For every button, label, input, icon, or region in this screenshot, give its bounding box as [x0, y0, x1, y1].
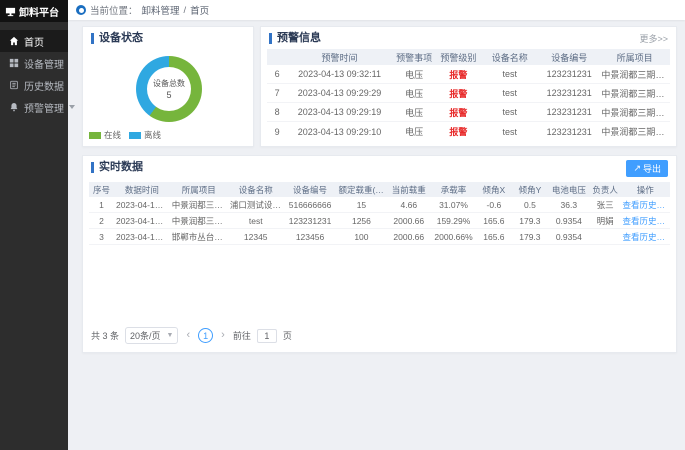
table-row: 3 2023-04-12 19... 邯郸市丛台区... 12345 12345… [89, 229, 670, 245]
col-warning-item: 预警事项 [396, 52, 433, 63]
sidebar: 卸料平台 首页 设备管理 历史数据 预警管理 [0, 0, 75, 450]
sidebar-item-warnings[interactable]: 预警管理 [0, 96, 75, 118]
home-icon [9, 36, 19, 46]
device-status-donut: 设备总数 5 [136, 56, 202, 122]
realtime-data-header: 实时数据 [83, 156, 676, 178]
bell-icon [10, 103, 18, 112]
legend-swatch-online [89, 131, 101, 139]
device-status-header: 设备状态 [83, 27, 253, 49]
chevron-down-icon [69, 105, 75, 109]
table-row: 9 2023-04-13 09:29:10 电压 报警 test 1232312… [274, 126, 670, 138]
realtime-table-header: 序号 数据时间 所属项目 设备名称 设备编号 额定载重(kg) 当前载重 承载率… [89, 182, 670, 197]
sidebar-item-label: 设备管理 [24, 59, 64, 71]
sidebar-item-label: 预警管理 [24, 103, 64, 115]
col-tilt-y: 倾角Y [518, 184, 542, 195]
goto-page-input[interactable] [256, 328, 277, 343]
export-label: 导出 [642, 164, 661, 174]
donut-center-label: 设备总数 [153, 79, 185, 88]
view-history-link[interactable]: 查看历史数据 [622, 215, 670, 226]
alarm-badge: 报警 [449, 127, 468, 137]
page-number-current[interactable]: 1 [198, 328, 214, 343]
table-row: 6 2023-04-13 09:32:11 电压 报警 test 1232312… [267, 65, 670, 84]
breadcrumb-section[interactable]: 卸料管理 [141, 6, 180, 17]
col-device-no: 设备编号 [551, 52, 588, 63]
realtime-data-panel: 实时数据 ↗ 导出 序号 数据时间 所属项目 设备名称 设备编号 额定载重(kg… [82, 155, 677, 353]
col-device-name: 设备名称 [238, 184, 273, 195]
col-current-load: 当前载重 [391, 184, 426, 195]
grid-icon [9, 58, 19, 68]
prev-page-button[interactable]: ‹ [186, 329, 191, 341]
realtime-table: 序号 数据时间 所属项目 设备名称 设备编号 额定载重(kg) 当前载重 承载率… [83, 182, 676, 245]
table-row: 2 2023-04-12 19... 中景润都三期8... test 12323… [89, 213, 670, 229]
col-rated-load: 额定载重(kg) [338, 184, 387, 195]
document-icon [10, 80, 18, 90]
legend-label: 在线 [104, 130, 122, 140]
table-row: 8 2023-04-13 09:29:19 电压 报警 test 1232312… [267, 103, 670, 122]
col-project: 所属项目 [616, 52, 653, 63]
donut-center-value: 5 [166, 90, 172, 100]
col-device-name: 设备名称 [491, 52, 528, 63]
legend-item-online: 在线 [89, 129, 121, 141]
panel-title: 设备状态 [91, 32, 143, 44]
table-row: 1 2023-04-12 18... 中景润都三期8... 浦口测试设备1 51… [89, 197, 670, 213]
device-status-panel: 设备状态 设备总数 5 在线 离线 [82, 26, 254, 147]
warning-table-header: 预警时间 预警事项 预警级别 设备名称 设备编号 所属项目 [267, 49, 670, 65]
export-icon: ↗ [633, 163, 641, 173]
sidebar-item-label: 首页 [24, 37, 44, 49]
col-warning-time: 预警时间 [321, 52, 358, 63]
alarm-badge: 报警 [449, 88, 468, 99]
col-index: 序号 [92, 184, 110, 195]
goto-prefix: 前往 [232, 331, 251, 341]
view-history-link[interactable]: 查看历史数据 [622, 231, 670, 242]
col-project: 所属项目 [181, 184, 216, 195]
logo-icon [5, 7, 16, 16]
panel-title: 实时数据 [91, 161, 143, 173]
legend-swatch-offline [129, 131, 142, 139]
sidebar-item-label: 历史数据 [24, 81, 64, 93]
legend-item-offline: 离线 [129, 129, 161, 141]
location-icon [76, 5, 86, 15]
app-logo: 卸料平台 [0, 0, 68, 22]
col-data-time: 数据时间 [124, 184, 159, 195]
warning-info-header: 预警信息 更多>> [261, 27, 676, 49]
pagination: 共 3 条 20条/页 ▼ ‹ 1 › 前往 页 [91, 327, 292, 344]
sidebar-menu: 首页 设备管理 历史数据 预警管理 [0, 22, 75, 118]
pagination-total: 共 3 条 [91, 331, 120, 341]
col-battery-voltage: 电池电压 [551, 184, 586, 195]
alarm-badge: 报警 [449, 69, 468, 80]
col-actions: 操作 [636, 184, 654, 195]
warning-table: 预警时间 预警事项 预警级别 设备名称 设备编号 所属项目 6 2023-04-… [261, 49, 676, 141]
more-link[interactable]: 更多>> [639, 33, 668, 44]
col-load-rate: 承载率 [440, 184, 467, 195]
sidebar-item-home[interactable]: 首页 [0, 30, 68, 52]
chevron-down-icon: ▼ [166, 332, 174, 339]
topbar: 当前位置： 卸料管理 / 首页 [68, 0, 685, 20]
breadcrumb-page[interactable]: 首页 [190, 6, 210, 17]
export-button[interactable]: ↗ 导出 [626, 160, 668, 177]
breadcrumb-separator: / [183, 4, 187, 16]
col-tilt-x: 倾角X [482, 184, 506, 195]
sidebar-item-devices[interactable]: 设备管理 [0, 52, 68, 74]
legend-label: 离线 [144, 130, 162, 140]
breadcrumb-prefix: 当前位置： [90, 6, 138, 17]
page-size-value: 20条/页 [130, 331, 161, 341]
donut-legend: 在线 离线 [89, 129, 161, 141]
panel-title: 预警信息 [269, 32, 321, 44]
view-history-link[interactable]: 查看历史数据 [622, 199, 670, 210]
goto-suffix: 页 [282, 331, 292, 341]
warning-info-panel: 预警信息 更多>> 预警时间 预警事项 预警级别 设备名称 设备编号 所属项目 … [260, 26, 677, 147]
sidebar-item-history[interactable]: 历史数据 [0, 74, 68, 96]
col-owner: 负责人 [592, 184, 618, 195]
app-title: 卸料平台 [19, 7, 59, 19]
next-page-button[interactable]: › [221, 329, 225, 341]
col-warning-level: 预警级别 [440, 52, 477, 63]
donut-center: 设备总数 5 [147, 67, 191, 111]
page-size-select[interactable]: 20条/页 ▼ [125, 327, 179, 344]
table-row: 7 2023-04-13 09:29:29 电压 报警 test 1232312… [267, 84, 670, 103]
alarm-badge: 报警 [449, 107, 468, 118]
col-device-no: 设备编号 [293, 184, 328, 195]
